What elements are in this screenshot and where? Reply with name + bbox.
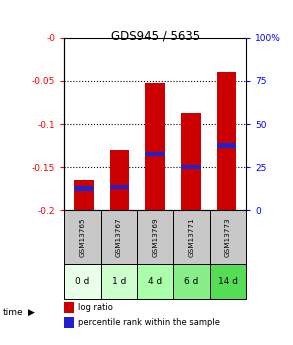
Bar	[64, 210, 101, 264]
Text: ▶: ▶	[28, 308, 35, 317]
Bar	[217, 72, 236, 210]
Bar	[74, 186, 94, 191]
Text: GSM13773: GSM13773	[225, 217, 231, 257]
Text: 14 d: 14 d	[218, 277, 238, 286]
Text: 6 d: 6 d	[184, 277, 199, 286]
Bar	[217, 144, 236, 148]
Bar	[64, 317, 74, 328]
Bar	[64, 264, 101, 299]
Bar	[173, 210, 210, 264]
Text: 0 d: 0 d	[75, 277, 90, 286]
Bar	[146, 152, 165, 156]
Text: time: time	[3, 308, 23, 317]
Text: percentile rank within the sample: percentile rank within the sample	[78, 318, 220, 327]
Text: 4 d: 4 d	[148, 277, 162, 286]
Bar	[101, 264, 137, 299]
Bar	[181, 165, 201, 169]
Text: GDS945 / 5635: GDS945 / 5635	[111, 29, 200, 42]
Text: GSM13771: GSM13771	[189, 217, 195, 257]
Bar	[110, 185, 130, 189]
Text: log ratio: log ratio	[78, 303, 113, 312]
Bar	[74, 180, 94, 210]
Bar	[64, 302, 74, 314]
Bar	[110, 150, 130, 210]
Bar	[181, 113, 201, 210]
Bar	[146, 83, 165, 210]
Text: 1 d: 1 d	[112, 277, 126, 286]
Bar	[137, 264, 173, 299]
Bar	[210, 264, 246, 299]
Text: GSM13769: GSM13769	[152, 217, 158, 257]
Text: GSM13767: GSM13767	[116, 217, 122, 257]
Bar	[101, 210, 137, 264]
Bar	[173, 264, 210, 299]
Bar	[210, 210, 246, 264]
Bar	[137, 210, 173, 264]
Text: GSM13765: GSM13765	[80, 217, 86, 257]
